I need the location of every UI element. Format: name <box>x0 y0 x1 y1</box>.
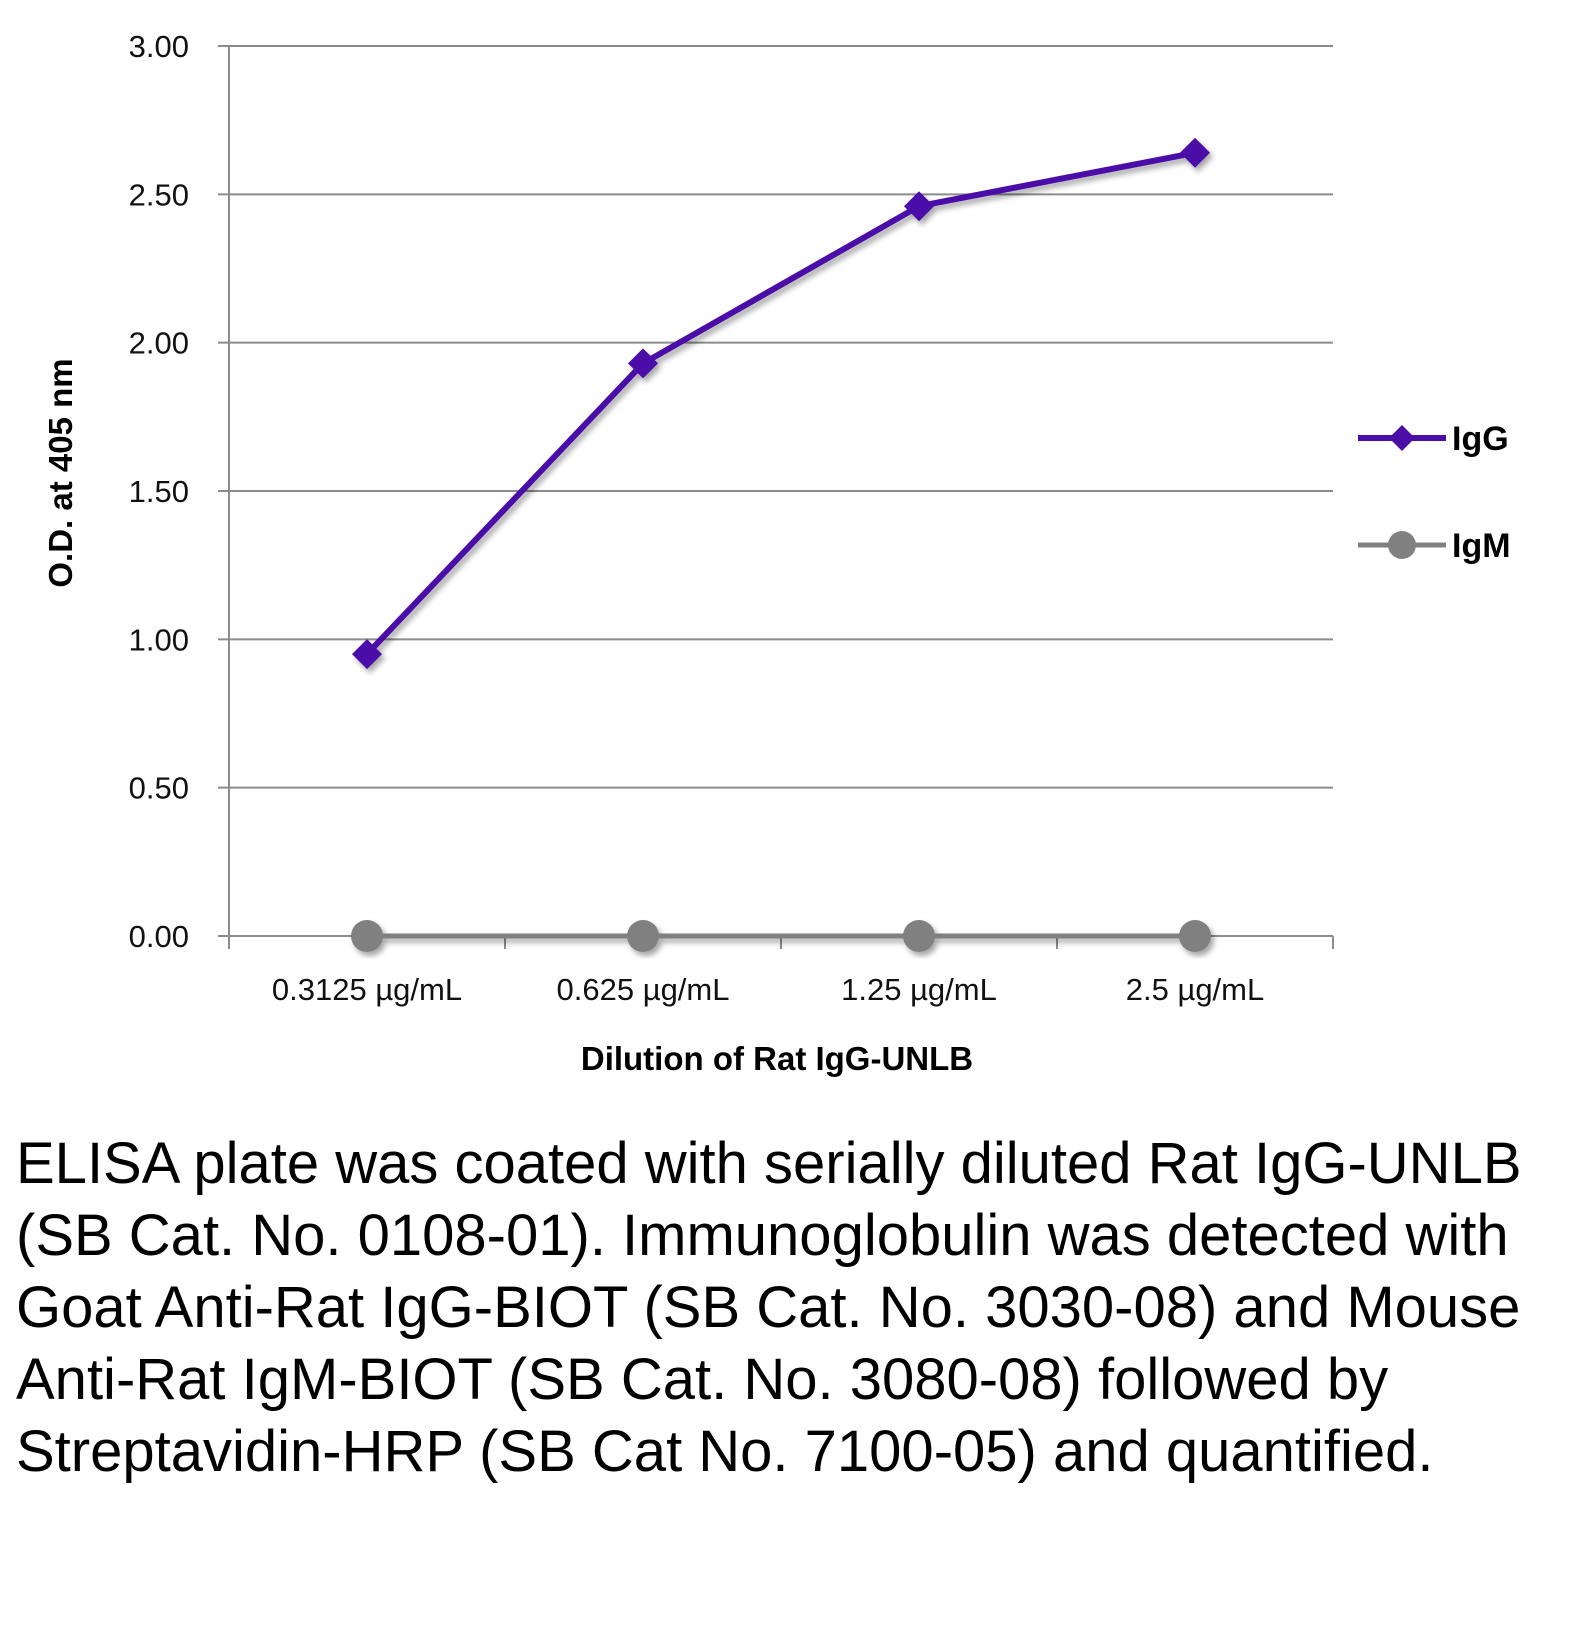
data-point-igg <box>904 191 934 222</box>
series-line-igg <box>364 149 1196 657</box>
legend-label: IgG <box>1452 420 1509 458</box>
data-point-igm <box>1179 920 1211 952</box>
y-tick-label: 0.50 <box>129 771 189 806</box>
y-tick-label: 0.00 <box>129 919 189 954</box>
y-axis-title: O.D. at 405 nm <box>42 358 79 587</box>
legend-swatch-marker <box>1388 531 1416 559</box>
legend-label: IgM <box>1452 527 1511 565</box>
data-point-igg <box>1180 137 1210 168</box>
series <box>351 137 1211 952</box>
y-tick-label: 3.00 <box>129 29 189 64</box>
legend-item-igg: IgG <box>1358 420 1509 458</box>
data-point-igm <box>903 920 935 952</box>
y-tick-label: 1.50 <box>129 474 189 509</box>
figure-caption: ELISA plate was coated with serially dil… <box>16 1131 1522 1484</box>
data-point-igm <box>627 920 659 952</box>
data-point-igg <box>352 639 382 670</box>
x-tick-label: 1.25 µg/mL <box>841 972 997 1007</box>
axes: 0.00 0.50 1.00 1.50 2.00 2.50 3.00 0.3125 µg/mL… <box>129 29 1334 1007</box>
series-igg <box>352 137 1210 670</box>
data-point-igg <box>628 348 658 379</box>
elisa-line-chart: 0.00 0.50 1.00 1.50 2.00 2.50 3.00 0.3125 µg/mL… <box>42 29 1511 1077</box>
legend-swatch-marker <box>1389 425 1415 451</box>
x-tick-label: 0.625 µg/mL <box>557 972 730 1007</box>
x-axis-title: Dilution of Rat IgG-UNLB <box>581 1040 973 1077</box>
gridlines <box>218 45 1333 789</box>
y-tick-label: 1.00 <box>129 622 189 657</box>
legend: IgG IgM <box>1358 420 1511 565</box>
data-point-igm <box>351 920 383 952</box>
x-tick-label: 0.3125 µg/mL <box>272 972 462 1007</box>
y-tick-label: 2.50 <box>129 177 189 212</box>
legend-item-igm: IgM <box>1358 527 1511 565</box>
series-igm <box>351 920 1211 952</box>
y-tick-label: 2.00 <box>129 326 189 361</box>
x-tick-label: 2.5 µg/mL <box>1126 972 1265 1007</box>
